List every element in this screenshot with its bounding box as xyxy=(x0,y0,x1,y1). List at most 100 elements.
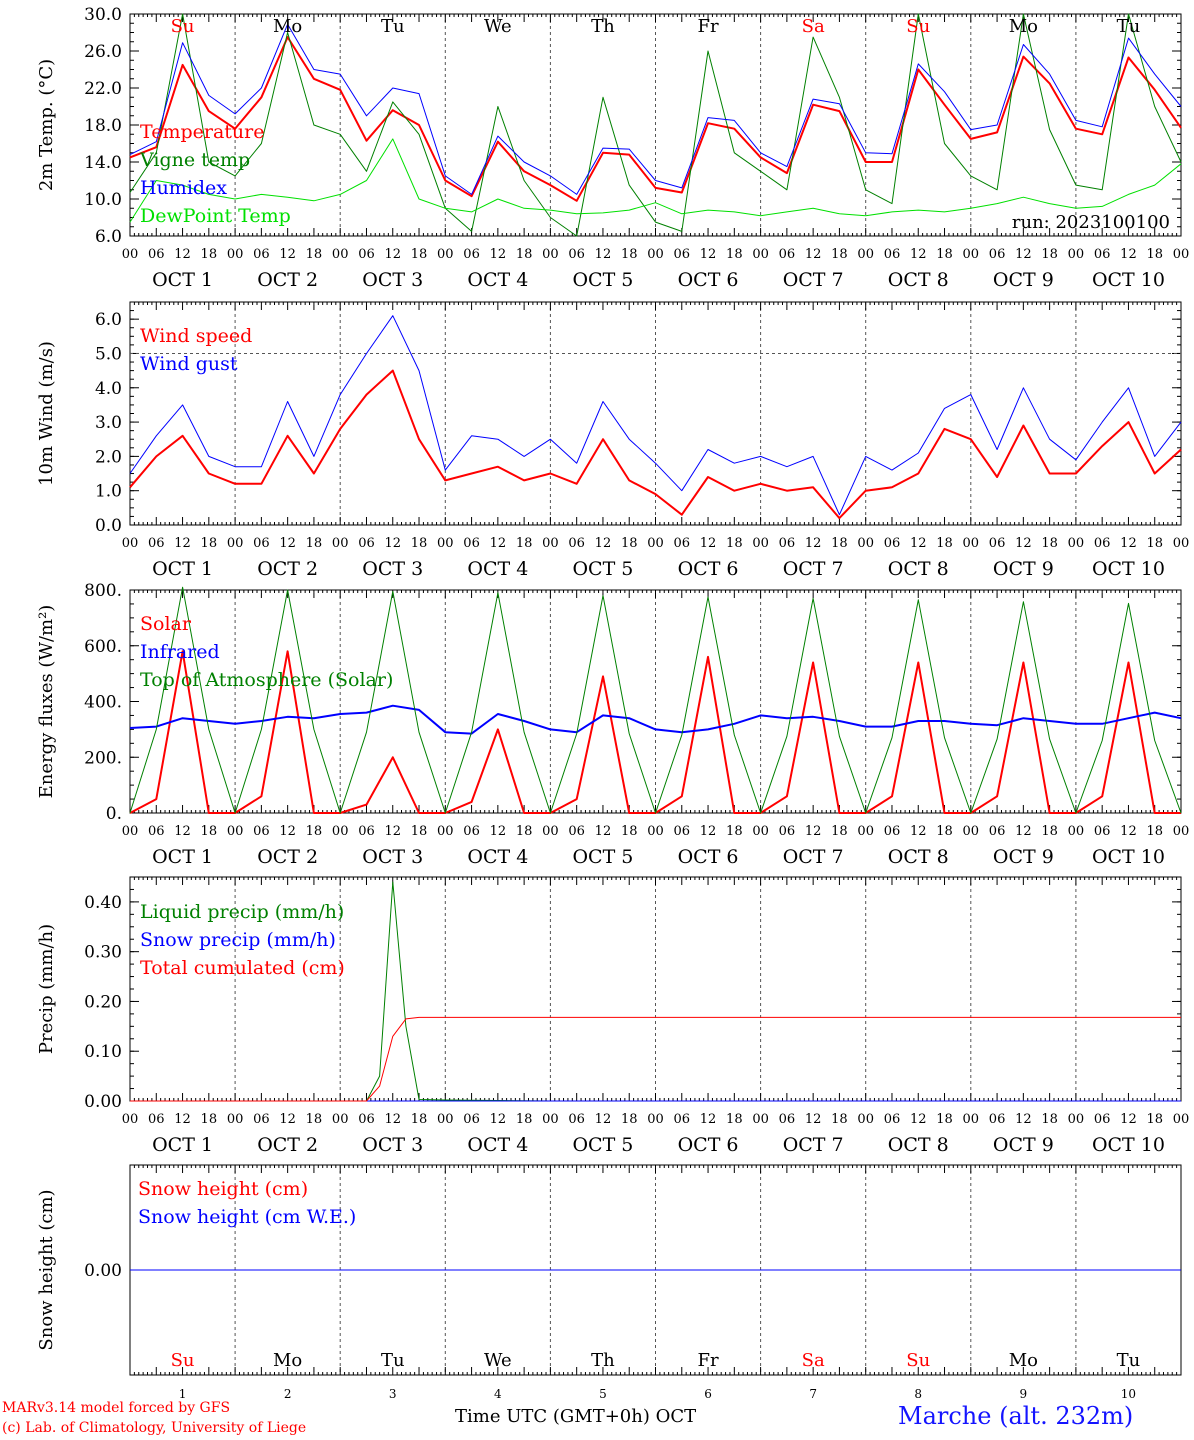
series-line xyxy=(129,138,1182,223)
hour-label: 18 xyxy=(1146,824,1163,839)
hour-label: 12 xyxy=(174,824,191,839)
y-tick-label: 0. xyxy=(106,804,122,824)
hour-label: 18 xyxy=(516,247,533,262)
hour-label: 00 xyxy=(1173,824,1190,839)
hour-label: 18 xyxy=(936,1112,953,1127)
hour-label: 06 xyxy=(148,536,165,551)
hour-label: 00 xyxy=(332,247,349,262)
day-of-week-label: Mo xyxy=(273,1350,302,1371)
y-tick-label: 0.0 xyxy=(95,516,122,536)
legend-entry: Vigne temp xyxy=(139,149,250,171)
y-tick-label: 0.00 xyxy=(84,1261,122,1281)
hour-label: 00 xyxy=(227,536,244,551)
hour-label: 00 xyxy=(752,824,769,839)
legend-entry: Temperature xyxy=(140,121,264,143)
y-tick-label: 0.30 xyxy=(84,943,122,963)
hour-label: 12 xyxy=(174,536,191,551)
day-of-week-label: We xyxy=(484,16,512,37)
hour-label: 06 xyxy=(884,1112,901,1127)
hour-label: 00 xyxy=(1068,247,1085,262)
legend-entry: Liquid precip (mm/h) xyxy=(140,901,344,923)
hour-label: 12 xyxy=(490,1112,507,1127)
hour-label: 18 xyxy=(726,247,743,262)
hour-label: 00 xyxy=(857,247,874,262)
hour-label: 06 xyxy=(148,247,165,262)
day-number-label: 7 xyxy=(809,1387,817,1400)
hour-label: 00 xyxy=(122,536,139,551)
hour-label: 12 xyxy=(490,824,507,839)
hour-label: 00 xyxy=(227,824,244,839)
day-of-week-label: Tu xyxy=(1117,16,1141,37)
hour-label: 06 xyxy=(779,1112,796,1127)
hour-label: 06 xyxy=(568,247,585,262)
hour-label: 18 xyxy=(936,536,953,551)
hour-label: 00 xyxy=(857,824,874,839)
date-label: OCT 7 xyxy=(783,269,844,291)
day-number-label: 6 xyxy=(704,1387,712,1400)
day-number-label: 3 xyxy=(389,1387,397,1400)
date-label: OCT 5 xyxy=(572,1134,633,1156)
hour-label: 18 xyxy=(1146,1112,1163,1127)
day-number-label: 4 xyxy=(494,1387,502,1400)
series-line xyxy=(129,36,1182,202)
hour-label: 18 xyxy=(411,824,428,839)
series-line xyxy=(129,704,1182,735)
date-label: OCT 4 xyxy=(467,558,528,580)
hour-label: 06 xyxy=(463,1112,480,1127)
hour-label: 12 xyxy=(1015,1112,1032,1127)
hour-label: 12 xyxy=(1120,824,1137,839)
hour-label: 06 xyxy=(148,824,165,839)
hour-label: 00 xyxy=(1173,247,1190,262)
hour-label: 06 xyxy=(884,824,901,839)
date-label: OCT 9 xyxy=(993,269,1054,291)
hour-label: 12 xyxy=(279,536,296,551)
day-of-week-label: Mo xyxy=(273,16,302,37)
hour-label: 12 xyxy=(700,536,717,551)
legend-entry: Solar xyxy=(140,613,192,635)
day-of-week-label: Tu xyxy=(381,16,405,37)
hour-label: 18 xyxy=(621,1112,638,1127)
hour-label: 00 xyxy=(437,536,454,551)
hour-label: 00 xyxy=(122,1112,139,1127)
date-label: OCT 6 xyxy=(678,558,739,580)
hour-label: 12 xyxy=(1120,536,1137,551)
day-of-week-label: Sa xyxy=(802,16,825,37)
hour-label: 00 xyxy=(542,1112,559,1127)
day-of-week-label: Fr xyxy=(698,16,719,37)
date-label: OCT 8 xyxy=(888,269,949,291)
hour-label: 06 xyxy=(674,247,691,262)
hour-label: 00 xyxy=(542,536,559,551)
date-label: OCT 9 xyxy=(993,846,1054,868)
y-tick-label: 5.0 xyxy=(95,344,122,364)
date-label: OCT 6 xyxy=(678,846,739,868)
y-axis-label: Snow height (cm) xyxy=(36,1189,57,1350)
y-tick-label: 600. xyxy=(84,637,122,657)
hour-label: 00 xyxy=(647,824,664,839)
hour-label: 06 xyxy=(463,824,480,839)
hour-label: 12 xyxy=(1015,247,1032,262)
hour-label: 06 xyxy=(674,824,691,839)
y-tick-label: 18.0 xyxy=(84,116,122,136)
y-tick-label: 14.0 xyxy=(84,153,122,173)
hour-label: 18 xyxy=(726,1112,743,1127)
hour-label: 00 xyxy=(437,824,454,839)
date-label: OCT 5 xyxy=(572,269,633,291)
date-label: OCT 4 xyxy=(467,269,528,291)
legend-entry: Snow precip (mm/h) xyxy=(140,929,336,951)
hour-label: 00 xyxy=(963,536,980,551)
legend-entry: Snow height (cm) xyxy=(138,1178,308,1200)
date-label: OCT 7 xyxy=(783,846,844,868)
day-of-week-label: Su xyxy=(906,16,930,37)
hour-label: 06 xyxy=(779,824,796,839)
hour-label: 00 xyxy=(122,247,139,262)
y-tick-label: 6.0 xyxy=(95,227,122,247)
hour-label: 18 xyxy=(201,824,218,839)
series-line xyxy=(129,315,1182,516)
hour-label: 00 xyxy=(332,824,349,839)
hour-label: 06 xyxy=(358,1112,375,1127)
date-label: OCT 3 xyxy=(362,269,423,291)
hour-label: 18 xyxy=(1041,536,1058,551)
meteogram: 6.010.014.018.022.026.030.02m Temp. (°C)… xyxy=(36,5,1190,1400)
hour-label: 12 xyxy=(1015,824,1032,839)
hour-label: 06 xyxy=(148,1112,165,1127)
